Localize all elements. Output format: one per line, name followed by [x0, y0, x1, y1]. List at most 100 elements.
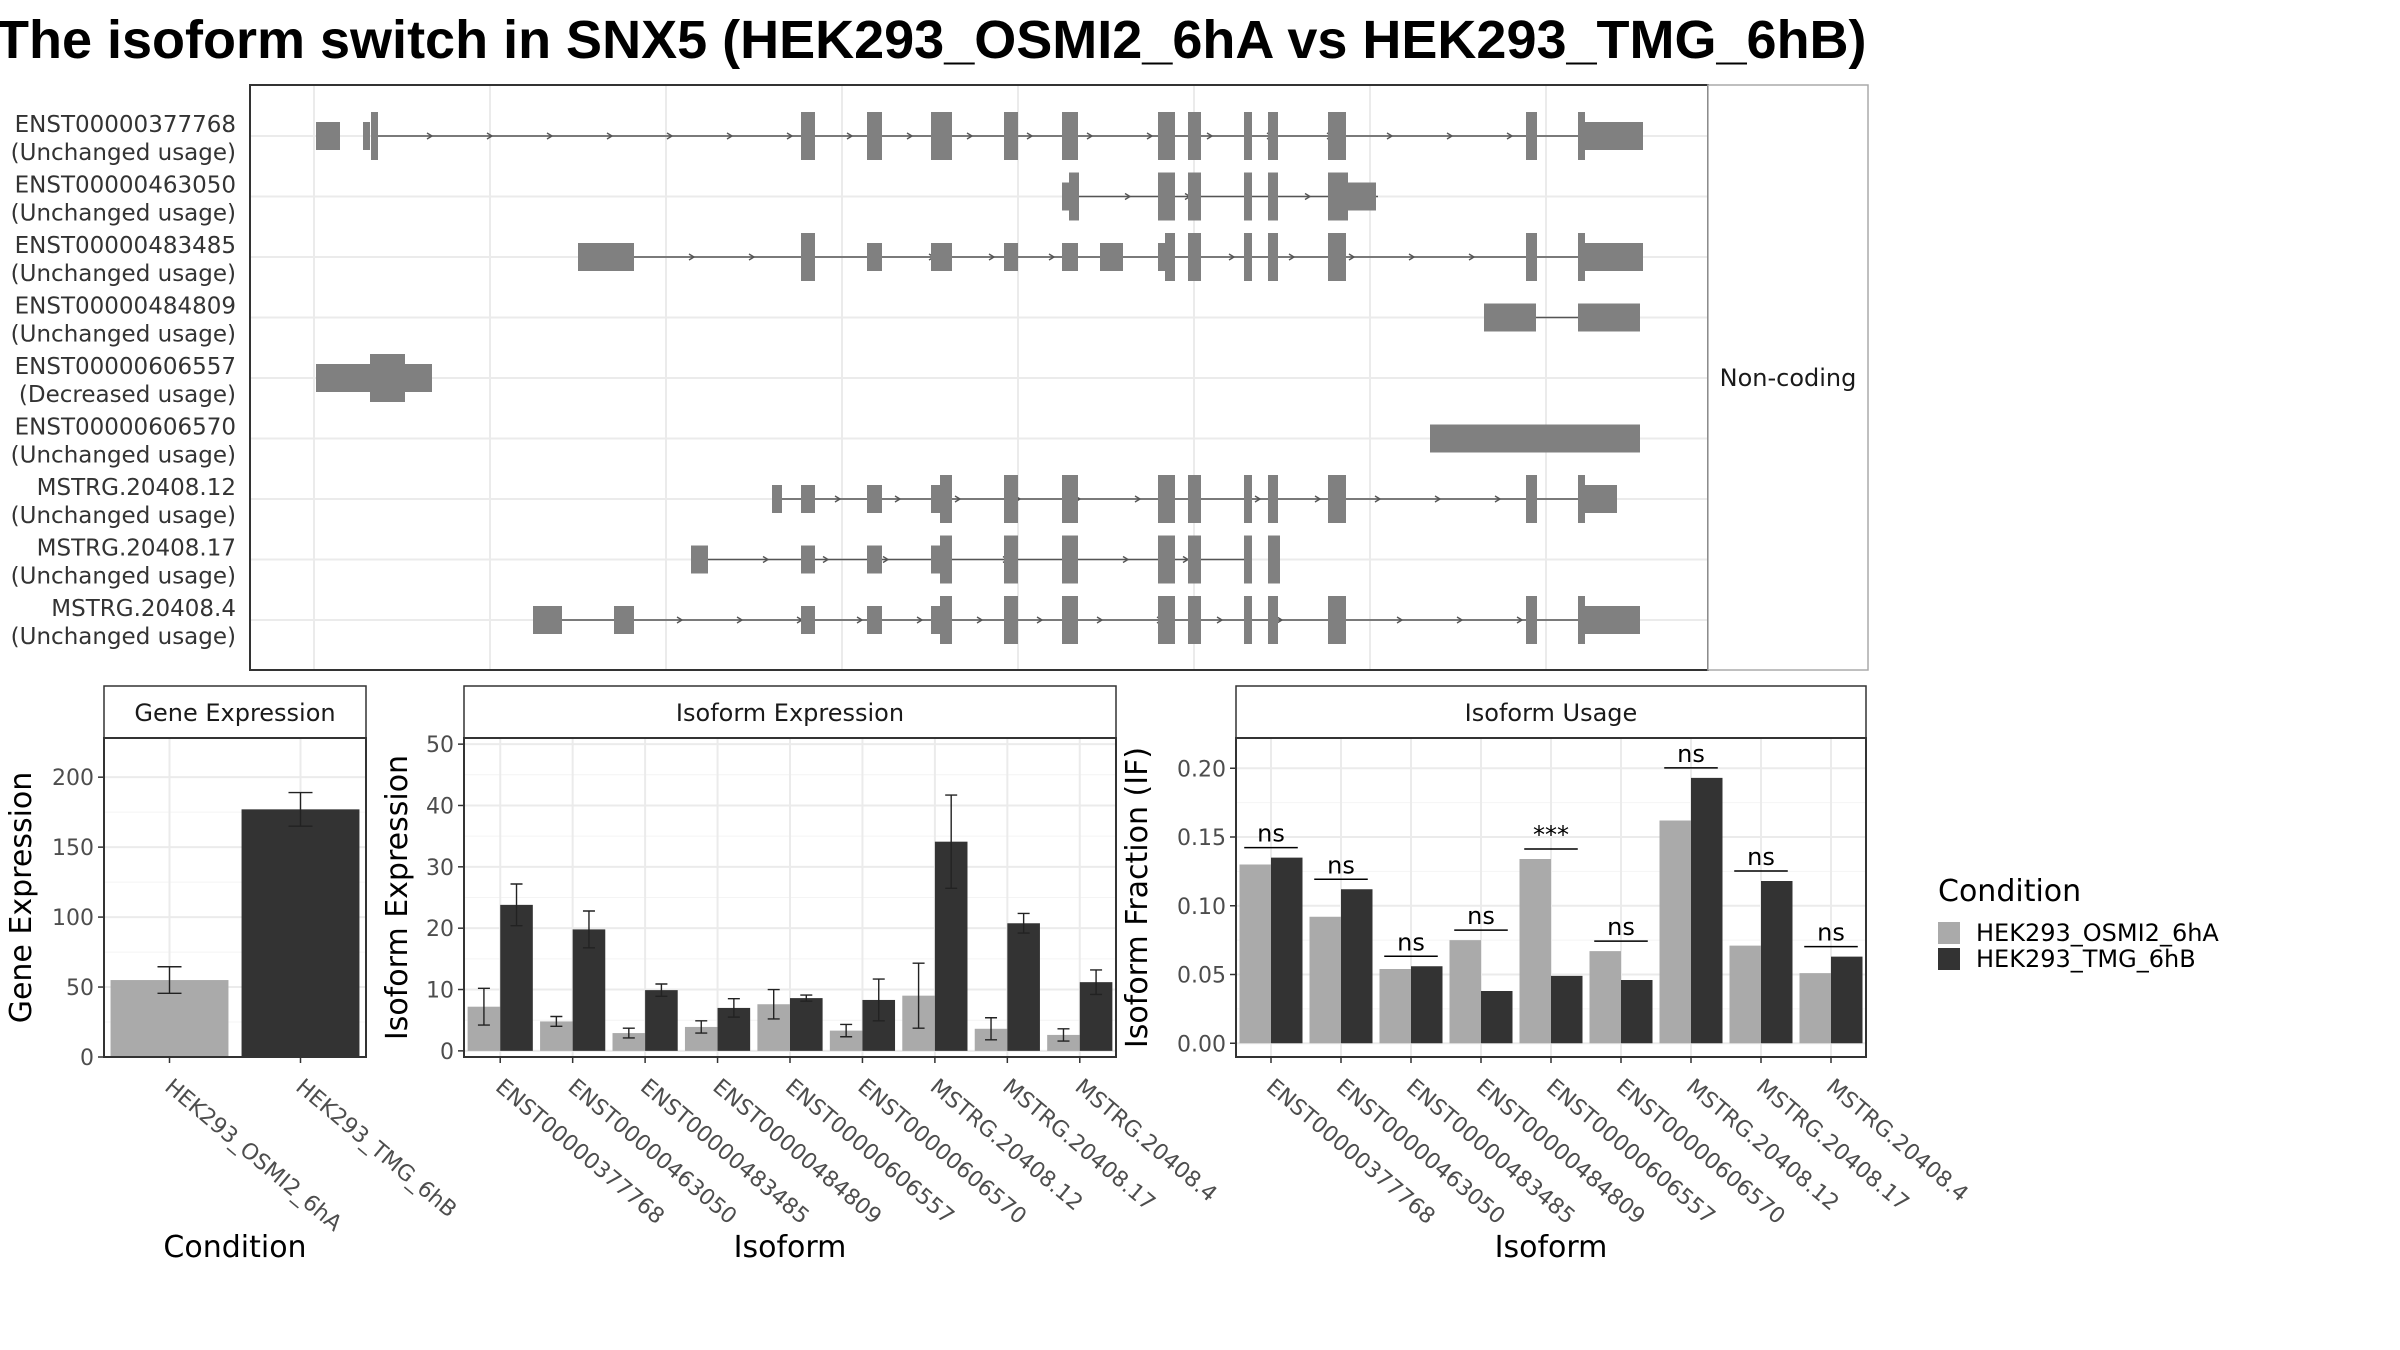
- exon: [801, 485, 815, 513]
- strand-arrow: [1122, 555, 1130, 564]
- strand-arrow: [1276, 616, 1284, 624]
- exon: [801, 545, 815, 574]
- exon: [801, 606, 815, 634]
- error-bar: [550, 1015, 563, 1028]
- exon: [867, 606, 882, 634]
- strand-arrow: [846, 132, 854, 140]
- exon: [1585, 243, 1643, 271]
- strand-arrow: [856, 616, 864, 624]
- y-tick-label: 150: [52, 836, 94, 861]
- bar: [1411, 966, 1443, 1044]
- strand-arrow: [762, 555, 770, 564]
- strand-arrow: [954, 495, 962, 503]
- exon: [1578, 303, 1640, 332]
- exon: [1526, 112, 1537, 160]
- strand-arrow: [1146, 132, 1154, 140]
- bar: [829, 1030, 863, 1051]
- exon: [363, 122, 370, 150]
- exon: [1158, 535, 1175, 584]
- isoform-id-label: ENST00000606557: [15, 354, 236, 380]
- exon: [1578, 475, 1585, 523]
- bar: [612, 1033, 646, 1051]
- strand-arrow: [1456, 616, 1464, 624]
- exon: [1585, 122, 1643, 150]
- error-bar: [945, 794, 958, 889]
- y-axis-title: Isoform Fraction (IF): [1120, 747, 1155, 1048]
- y-tick-label: 50: [426, 733, 454, 758]
- strand-arrow: [1374, 495, 1382, 503]
- exon: [1244, 535, 1252, 584]
- error-bar: [840, 1023, 853, 1038]
- y-tick-label: 40: [426, 794, 454, 819]
- bar: [1449, 940, 1481, 1044]
- isoform-usage-label: (Unchanged usage): [11, 624, 236, 650]
- exon: [691, 545, 708, 574]
- panel-strip-title: Gene Expression: [134, 699, 335, 727]
- exon: [1578, 112, 1585, 160]
- exon: [316, 364, 370, 392]
- exon: [316, 122, 340, 150]
- exon: [1062, 596, 1078, 644]
- exon: [1062, 243, 1078, 271]
- strand-arrow: [486, 132, 494, 140]
- exon: [533, 606, 562, 634]
- significance-label: ns: [1257, 820, 1285, 848]
- error-bar: [622, 1027, 635, 1039]
- facet-strip-label: Non-coding: [1720, 364, 1857, 392]
- strand-arrow: [1026, 132, 1034, 140]
- error-bar: [695, 1020, 708, 1034]
- significance-label: ***: [1533, 821, 1569, 849]
- error-bar: [767, 988, 780, 1020]
- strand-arrow: [1446, 132, 1454, 140]
- strand-arrow: [882, 555, 890, 564]
- significance-label: ns: [1677, 740, 1705, 768]
- strand-arrow: [894, 495, 902, 503]
- strand-arrow: [1206, 132, 1214, 140]
- strand-arrow: [666, 132, 674, 140]
- error-bar: [288, 791, 313, 827]
- error-bar: [872, 978, 885, 1022]
- strand-arrow: [1396, 616, 1404, 624]
- strand-arrow: [1134, 495, 1142, 503]
- y-tick-label: 0: [80, 1046, 94, 1071]
- exon: [614, 606, 634, 634]
- strand-arrow: [822, 555, 830, 564]
- exon: [1578, 596, 1585, 644]
- strand-arrow: [1288, 253, 1296, 261]
- exon: [1062, 112, 1078, 160]
- y-tick-label: 10: [426, 979, 454, 1004]
- significance-label: ns: [1747, 843, 1775, 871]
- exon: [867, 545, 882, 574]
- plot-title: The isoform switch in SNX5 (HEK293_OSMI2…: [0, 10, 1867, 70]
- exon: [1244, 172, 1252, 221]
- exon: [1328, 112, 1346, 160]
- exon: [1585, 485, 1617, 513]
- exon: [1004, 535, 1018, 584]
- bar: [1379, 969, 1411, 1044]
- isoform-usage-label: (Unchanged usage): [11, 503, 236, 529]
- exon: [931, 243, 952, 271]
- exon: [1062, 535, 1078, 584]
- error-bar: [1057, 1028, 1070, 1042]
- isoform-usage-label: (Unchanged usage): [11, 201, 236, 227]
- exon: [940, 596, 952, 644]
- strand-arrow: [906, 132, 914, 140]
- strand-arrow: [1506, 132, 1514, 140]
- strand-arrow: [988, 253, 996, 261]
- significance-label: ns: [1327, 851, 1355, 879]
- isoform-usage-label: (Unchanged usage): [11, 564, 236, 590]
- strand-arrow: [1348, 253, 1356, 261]
- exon: [1328, 233, 1346, 281]
- exon: [1004, 112, 1018, 160]
- strand-arrow: [426, 132, 434, 140]
- isoform-id-label: ENST00000377768: [15, 112, 236, 138]
- strand-arrow: [1408, 253, 1416, 261]
- exon: [1158, 475, 1175, 523]
- strand-arrow: [834, 495, 842, 503]
- exon: [1069, 172, 1079, 221]
- x-axis-title: Condition: [163, 1230, 306, 1265]
- bar: [1729, 945, 1761, 1044]
- exon: [867, 243, 882, 271]
